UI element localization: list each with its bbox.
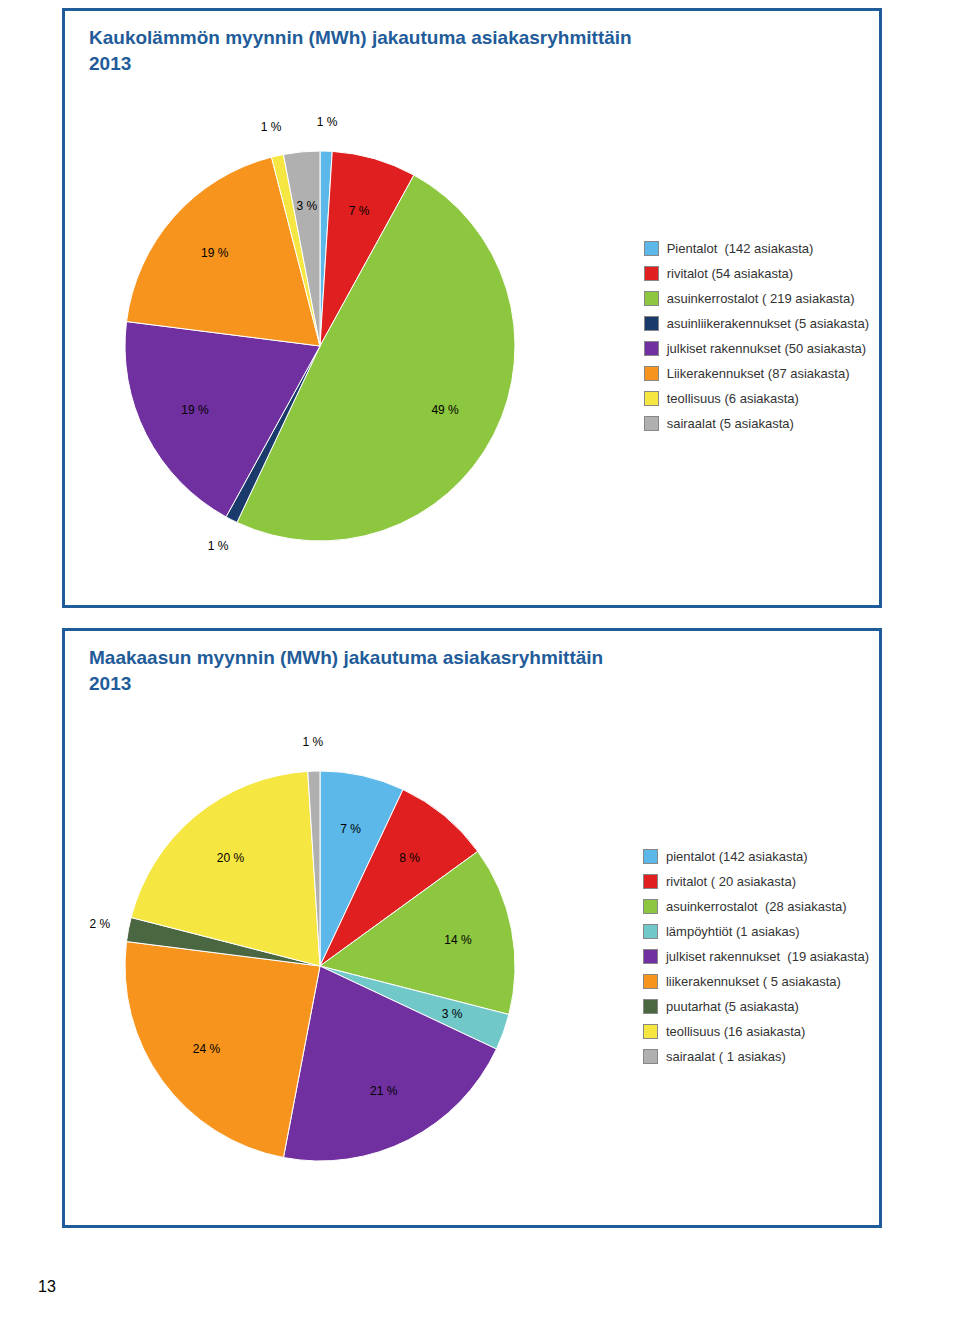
svg-text:19 %: 19 %: [201, 246, 229, 260]
html-text:sairaalat ( 1 asiakas): sairaalat ( 1 asiakas): [666, 1048, 786, 1064]
svg-text:7 %: 7 %: [349, 204, 370, 218]
html-text:teollisuus (6 asiakasta): teollisuus (6 asiakasta): [666, 391, 799, 406]
svg-text:19 %: 19 %: [181, 403, 209, 417]
html-text:lämpöyhtiöt (1 asiakas): lämpöyhtiöt (1 asiakas): [666, 923, 800, 939]
html-text:Pientalot (142 asiakasta): Pientalot (142 asiakasta): [666, 241, 814, 256]
html-text:julkiset rakennukset (19 asiak: julkiset rakennukset (19 asiakasta): [666, 948, 869, 964]
html-text:asuinliikerakennukset (5 asiak: asuinliikerakennukset (5 asiakasta): [666, 316, 869, 331]
svg-text:21 %: 21 %: [370, 1084, 398, 1098]
html-text:teollisuus (16 asiakasta): teollisuus (16 asiakasta): [666, 1023, 806, 1039]
html-text:asuinkerrostalot ( 219 asiakas: asuinkerrostalot ( 219 asiakasta): [666, 291, 855, 306]
html-text:Kaukolämmön myynnin (MWh) jaka: Kaukolämmön myynnin (MWh) jakautuma asia…: [89, 27, 632, 48]
svg-text:7 %: 7 %: [340, 822, 361, 836]
svg-text:20 %: 20 %: [217, 851, 245, 865]
html-text:asuinkerrostalot (28 asiakasta: asuinkerrostalot (28 asiakasta): [666, 898, 847, 914]
html-text:liikerakennukset ( 5 asiakasta: liikerakennukset ( 5 asiakasta): [666, 973, 841, 989]
html-text:rivitalot ( 20 asiakasta): rivitalot ( 20 asiakasta): [666, 873, 796, 889]
html-text:2013: 2013: [89, 53, 132, 74]
html-text:julkiset rakennukset (50 asiak: julkiset rakennukset (50 asiakasta): [666, 341, 867, 356]
html-text:Maakaasun myynnin (MWh) jakaut: Maakaasun myynnin (MWh) jakautuma asiaka…: [89, 647, 604, 668]
html-text:sairaalat (5 asiakasta): sairaalat (5 asiakasta): [666, 416, 794, 431]
svg-text:1 %: 1 %: [317, 115, 338, 129]
html-text:pientalot (142 asiakasta): pientalot (142 asiakasta): [666, 848, 808, 864]
svg-text:2 %: 2 %: [89, 917, 110, 931]
svg-text:3 %: 3 %: [442, 1007, 463, 1021]
svg-text:1 %: 1 %: [208, 539, 229, 553]
svg-text:1 %: 1 %: [303, 735, 324, 749]
svg-text:49 %: 49 %: [431, 403, 459, 417]
svg-text:8 %: 8 %: [399, 851, 420, 865]
html-text:13: 13: [38, 1278, 56, 1295]
html-text:2013: 2013: [89, 673, 132, 694]
svg-text:3 %: 3 %: [296, 199, 317, 213]
html-text:rivitalot (54 asiakasta): rivitalot (54 asiakasta): [666, 266, 794, 281]
html-text:puutarhat (5 asiakasta): puutarhat (5 asiakasta): [666, 998, 799, 1014]
svg-text:14 %: 14 %: [444, 933, 472, 947]
html-text:Liikerakennukset (87 asiakasta: Liikerakennukset (87 asiakasta): [666, 366, 850, 381]
svg-text:1 %: 1 %: [261, 120, 282, 134]
svg-text:24 %: 24 %: [193, 1042, 221, 1056]
